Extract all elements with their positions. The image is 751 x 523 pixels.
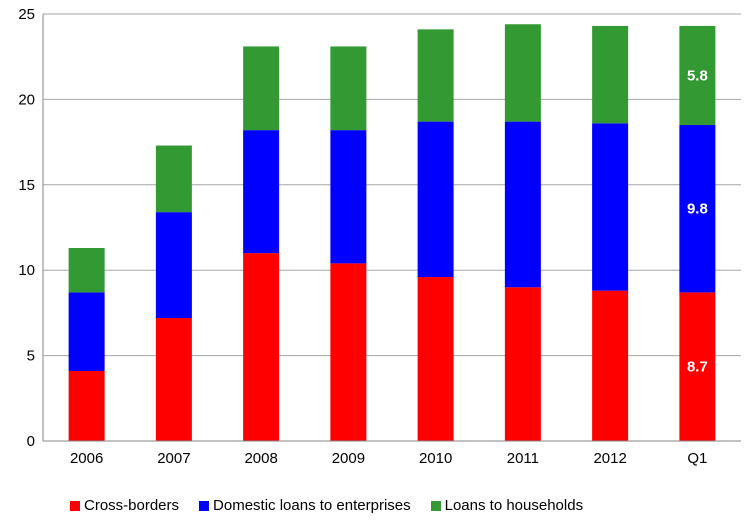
- bar-segment: [330, 263, 367, 441]
- legend-label-cross-borders: Cross-borders: [84, 497, 180, 514]
- bar-segment: [155, 212, 192, 319]
- bar-segment: [330, 130, 367, 264]
- bar-segment: [155, 145, 192, 213]
- stacked-bar-chart: 8.7 9.8 5.8 0 5 10 15 20 25 2006 2007 2008 2009 2010…: [18, 6, 741, 486]
- x-tick-label: 2006: [70, 450, 103, 467]
- x-tick-label: 2011: [507, 450, 539, 467]
- data-label: 8.7: [687, 359, 708, 376]
- bar-segment: [679, 292, 716, 441]
- legend-label-domestic-loans: Domestic loans to enterprises: [213, 497, 411, 514]
- bar-segment: [592, 123, 629, 291]
- x-tick-label: Q12013: [681, 450, 714, 470]
- legend-item-loans-households: Loans to households: [430, 497, 584, 514]
- bar-segment: [68, 292, 105, 371]
- bar-segment: [504, 24, 541, 122]
- y-tick-label: 25: [18, 6, 35, 23]
- y-tick-label: 15: [18, 177, 35, 194]
- bar-segment: [679, 125, 716, 293]
- legend-item-domestic-loans: Domestic loans to enterprises: [199, 497, 411, 514]
- data-label: 5.8: [687, 67, 708, 84]
- bar-segment: [592, 290, 629, 441]
- bar-segment: [504, 121, 541, 288]
- legend-swatch-blue: [199, 500, 210, 511]
- x-tick-label: 2007: [157, 450, 190, 467]
- legend-swatch-green: [430, 500, 441, 511]
- y-tick-label: 10: [18, 262, 35, 279]
- legend: Cross-borders Domestic loans to enterpri…: [70, 497, 603, 514]
- y-tick-label: 0: [27, 433, 35, 450]
- bar-segment: [330, 46, 367, 131]
- bar-segment: [243, 253, 280, 441]
- bar-segment: [68, 370, 105, 441]
- data-label: 9.8: [687, 201, 708, 218]
- y-tick-label: 20: [18, 91, 35, 108]
- bar-segment: [243, 130, 280, 254]
- bar-segment: [592, 25, 629, 124]
- bar-segment: [155, 318, 192, 441]
- bar-segment: [243, 46, 280, 131]
- bar-segment: [679, 25, 716, 126]
- x-tick-label: 2010: [419, 450, 452, 467]
- x-tick-label: 2009: [332, 450, 365, 467]
- bar-segment: [504, 287, 541, 441]
- bar-segment: [68, 247, 105, 293]
- bar-segment: [417, 277, 454, 441]
- bar-segment: [417, 121, 454, 278]
- legend-label-loans-households: Loans to households: [444, 497, 584, 514]
- x-tick-label: 2012: [593, 450, 626, 467]
- legend-swatch-red: [70, 500, 80, 511]
- bar-segment: [417, 29, 454, 122]
- legend-item-cross-borders: Cross-borders: [70, 497, 179, 514]
- x-tick-label: 2008: [244, 450, 277, 467]
- y-tick-label: 5: [27, 348, 35, 365]
